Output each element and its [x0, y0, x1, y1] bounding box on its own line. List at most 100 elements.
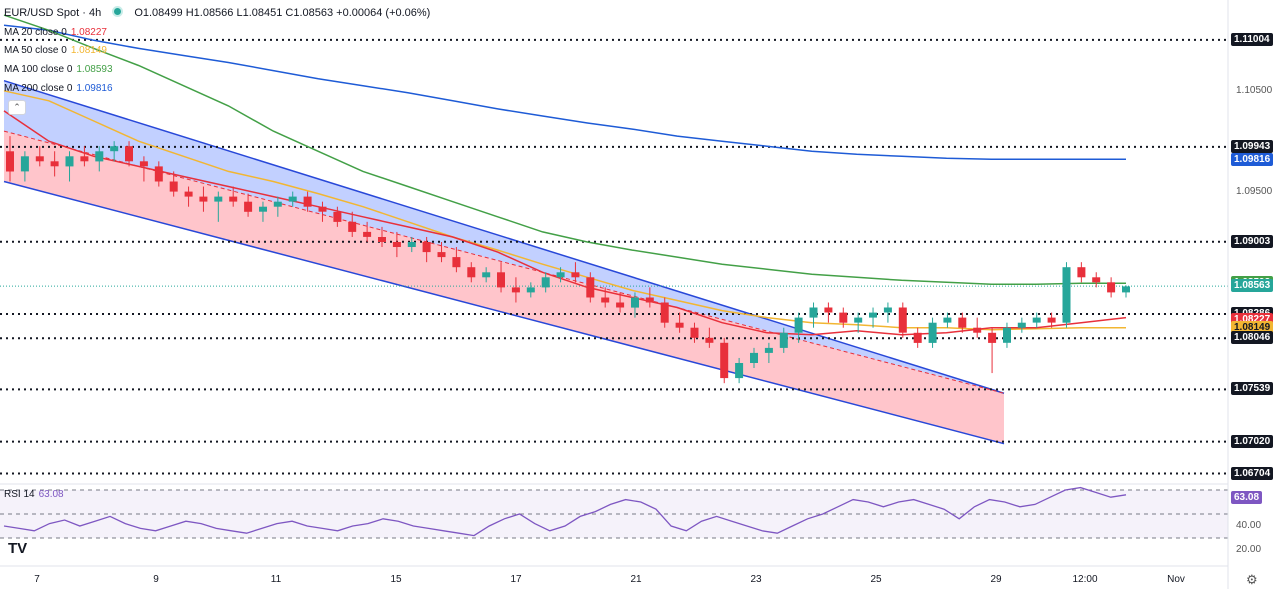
legend-ma100[interactable]: MA 100 close 0 1.08593 — [4, 64, 113, 75]
x-tick-label: Nov — [1167, 574, 1185, 585]
candle-body — [1032, 317, 1041, 323]
candle-body — [303, 196, 312, 207]
collapse-legend-button[interactable]: ⌃ — [8, 100, 26, 115]
y-tick-label: 1.10500 — [1236, 84, 1273, 96]
candle-body — [779, 332, 788, 348]
candle-body — [1077, 267, 1086, 278]
channel-mid-line — [3, 130, 1005, 394]
legend-value: 1.08149 — [70, 45, 107, 56]
legend-ma20[interactable]: MA 20 close 0 1.08227 — [4, 27, 107, 38]
candle-body — [735, 363, 744, 379]
candle-body — [898, 307, 907, 333]
legend-value: 1.08227 — [70, 27, 107, 38]
candlesticks — [6, 136, 1130, 384]
candle-body — [869, 312, 877, 318]
moving-averages — [3, 14, 1127, 336]
candle-body — [35, 156, 44, 162]
legend-label: MA 20 close 0 — [4, 27, 67, 38]
x-tick-label: 7 — [34, 574, 40, 585]
candle-body — [928, 322, 937, 343]
ohlc-readout: O1.08499 H1.08566 L1.08451 C1.08563 +0.0… — [134, 7, 431, 19]
candle-body — [690, 327, 699, 338]
x-tick-label: 17 — [510, 574, 522, 585]
price-tag: 1.07539 — [1231, 382, 1274, 396]
candle-body — [645, 297, 654, 303]
candle-body — [348, 221, 357, 232]
candle-body — [154, 166, 163, 182]
candle-body — [288, 196, 297, 202]
candle-body — [184, 191, 193, 197]
candle-body — [110, 146, 119, 152]
candle-body — [824, 307, 833, 313]
rsi-pane — [0, 486, 1228, 539]
candle-body — [973, 327, 982, 333]
candle-body — [50, 161, 59, 167]
legend-ma50[interactable]: MA 50 close 0 1.08149 — [4, 45, 107, 56]
rsi-tick-label: 20.00 — [1236, 544, 1262, 555]
candle-body — [229, 196, 238, 202]
rsi-label: RSI 14 — [4, 489, 35, 500]
candle-body — [705, 337, 714, 343]
channel-lower-line — [3, 180, 1005, 445]
candle-body — [378, 237, 386, 242]
candle-body — [943, 317, 952, 323]
candle-body — [526, 287, 535, 293]
candle-body — [273, 201, 282, 207]
rsi-value: 63.08 — [38, 489, 64, 500]
candle-body — [437, 252, 446, 258]
x-tick-label: 12:00 — [1072, 574, 1098, 585]
ma20-line — [3, 110, 1127, 336]
x-tick-label: 23 — [750, 574, 762, 585]
candle-body — [958, 317, 967, 328]
candle-body — [363, 231, 372, 237]
x-tick-label: 21 — [630, 574, 642, 585]
candle-body — [660, 302, 669, 323]
candle-body — [6, 151, 14, 172]
candle-body — [750, 352, 758, 363]
x-tick-label: 15 — [390, 574, 402, 585]
legend-label: MA 100 close 0 — [4, 64, 73, 75]
ma200-line — [3, 24, 1126, 161]
candle-body — [571, 272, 580, 278]
chart-header: EUR/USD Spot · 4h O1.08499 H1.08566 L1.0… — [4, 6, 430, 19]
candle-body — [675, 322, 684, 328]
tradingview-logo-icon[interactable]: TV — [8, 540, 28, 557]
price-tag: 1.07020 — [1231, 434, 1274, 448]
rsi-value-tag: 63.08 — [1231, 491, 1263, 505]
candle-body — [244, 201, 253, 212]
price-tag: 1.08046 — [1231, 331, 1274, 345]
symbol-title[interactable]: EUR/USD Spot · 4h — [4, 7, 102, 19]
candle-body — [20, 156, 29, 172]
candle-body — [601, 297, 610, 303]
candle-body — [511, 287, 520, 293]
candle-body — [214, 196, 223, 202]
candle-body — [913, 332, 922, 343]
candle-body — [794, 317, 803, 333]
x-tick-label: 11 — [270, 574, 282, 585]
rsi-line — [3, 486, 1127, 537]
candle-body — [333, 211, 342, 222]
candle-body — [1122, 286, 1130, 293]
candle-body — [1047, 317, 1056, 323]
price-tag: 1.11004 — [1231, 32, 1273, 46]
price-tag: 1.08563 — [1231, 279, 1274, 293]
legend-ma200[interactable]: MA 200 close 0 1.09816 — [4, 83, 113, 94]
legend-rsi[interactable]: RSI 14 63.08 — [4, 489, 64, 500]
legend-label: MA 50 close 0 — [4, 45, 67, 56]
candle-body — [541, 277, 550, 288]
candle-body — [497, 272, 505, 288]
candle-body — [422, 242, 431, 253]
price-tag: 1.09816 — [1231, 152, 1274, 166]
candle-body — [125, 146, 133, 162]
candle-body — [139, 161, 148, 167]
candle-body — [616, 302, 625, 308]
legend-label: MA 200 close 0 — [4, 83, 73, 94]
settings-gear-icon[interactable]: ⚙ — [1246, 572, 1258, 587]
channel-upper-line — [3, 79, 1005, 394]
candle-body — [854, 317, 863, 323]
candle-body — [65, 156, 74, 167]
candle-body — [452, 257, 461, 268]
x-tick-label: 29 — [990, 574, 1002, 585]
candle-body — [407, 242, 416, 247]
